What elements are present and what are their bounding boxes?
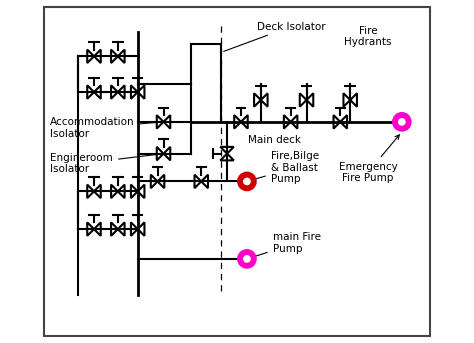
Circle shape [238,250,256,268]
Circle shape [238,172,256,191]
Circle shape [244,178,250,185]
Circle shape [399,119,405,125]
Text: Fire,Bilge
& Ballast
Pump: Fire,Bilge & Ballast Pump [250,151,319,184]
Text: Emergency
Fire Pump: Emergency Fire Pump [339,135,399,183]
Text: Main deck: Main deck [248,135,301,145]
Circle shape [244,256,250,262]
Text: Fire
Hydrants: Fire Hydrants [344,26,392,47]
Circle shape [393,113,411,131]
Text: Accommodation
Isolator: Accommodation Isolator [50,117,161,139]
Text: Deck Isolator: Deck Isolator [224,22,326,51]
Text: main Fire
Pump: main Fire Pump [250,232,321,258]
Text: Engineroom
Isolator: Engineroom Isolator [50,153,161,174]
